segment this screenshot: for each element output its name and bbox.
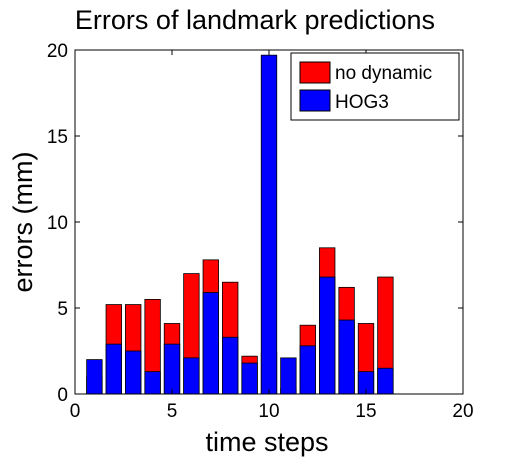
- bar-hog3-9: [241, 362, 258, 395]
- bar-hog3-4: [144, 371, 161, 395]
- y-tick-label-5: 5: [57, 299, 68, 320]
- bar-hog3-12: [299, 345, 316, 395]
- legend-swatch-hog3: [299, 89, 331, 112]
- bar-hog3-3: [125, 350, 142, 395]
- legend-label-hog3: HOG3: [335, 92, 389, 113]
- axis-ticks: 0 5 10 15 20 0 5 10 15 20: [47, 41, 474, 422]
- legend: no dynamic HOG3: [290, 52, 460, 121]
- bar-hog3-10: [260, 54, 278, 395]
- y-tick-label-0: 0: [57, 385, 68, 406]
- bar-hog3-11: [280, 357, 297, 395]
- bar-hog3-2: [105, 343, 122, 395]
- bar-hog3-13: [319, 276, 336, 395]
- x-axis-label: time steps: [205, 427, 328, 457]
- legend-label-no-dynamic: no dynamic: [335, 63, 432, 84]
- x-tick-label-5: 5: [167, 401, 178, 422]
- x-tick-label-0: 0: [70, 401, 81, 422]
- y-tick-label-20: 20: [47, 41, 68, 62]
- bar-hog3-16: [377, 367, 394, 395]
- legend-swatch-no-dynamic: [299, 61, 331, 84]
- x-tick-label-10: 10: [258, 401, 279, 422]
- y-tick-label-15: 15: [47, 127, 68, 148]
- bar-hog3-8: [222, 336, 239, 395]
- x-tick-label-15: 15: [355, 401, 376, 422]
- x-tick-label-20: 20: [452, 401, 473, 422]
- bar-hog3-14: [338, 319, 355, 395]
- chart-title: Errors of landmark predictions: [75, 5, 435, 35]
- bar-hog3-5: [163, 343, 181, 395]
- bars-group: [86, 54, 394, 395]
- bar-hog3-7: [202, 292, 219, 395]
- y-axis-label: errors (mm): [8, 152, 38, 293]
- bar-hog3-1: [86, 359, 103, 395]
- bar-hog3-6: [183, 357, 200, 395]
- y-tick-label-10: 10: [47, 213, 68, 234]
